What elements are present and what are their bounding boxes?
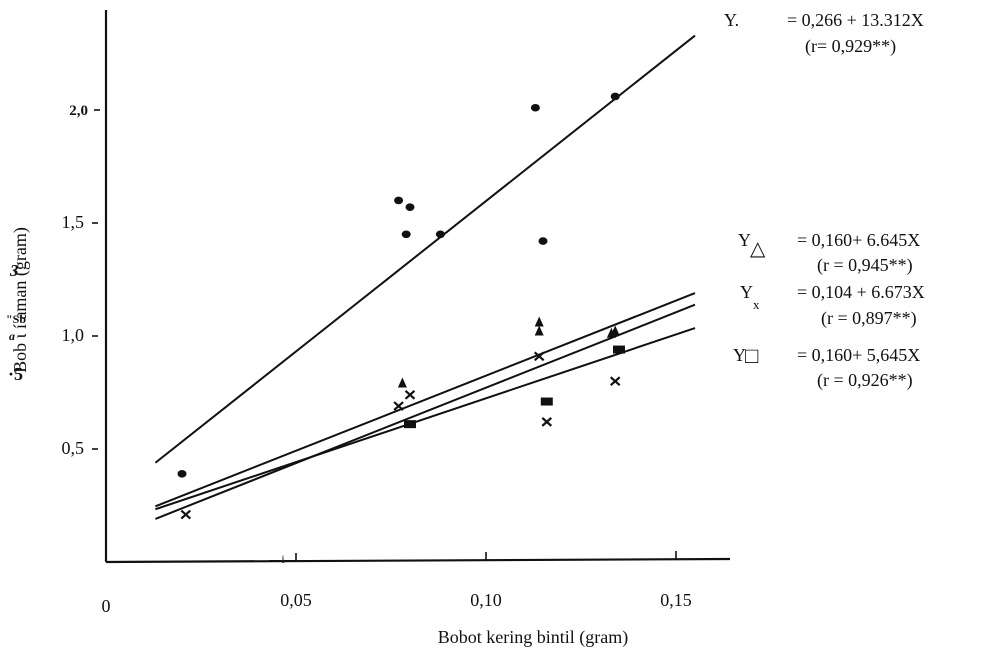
equation-1: Y. = 0,266 + 13.312X (r= 0,929**) [724,10,924,57]
y-axis-ticks [92,110,100,449]
data-point-square [404,420,416,428]
y-axis-title-fragment: 3 [9,261,19,280]
y-axis-title: Bob ι í aman (gram) [10,227,31,373]
data-point-dot [394,197,403,205]
y-tick-label: 2,0 [69,103,88,119]
equation-subscript-square: □ [745,343,758,368]
x-axis-title: Bobot kering bintil (gram) [438,627,628,648]
y-tick-label: 1,0 [62,325,85,345]
equation-formula: = 0,160+ 5,645X [797,345,920,365]
equation-3: Y x = 0,104 + 6.673X (r = 0,897**) [740,282,925,329]
data-point-dot [539,237,548,245]
data-point-x [611,377,620,385]
equation-subscript-x: x [753,297,760,312]
equation-symbol: Y [740,282,753,302]
equation-symbol: Y. [724,10,739,30]
data-point-triangle [535,325,544,335]
data-point-x [394,402,403,410]
x-tick-label: 0,10 [470,590,502,610]
y-axis-title-fragment: a [9,329,15,343]
x-axis-artifact: —i— [268,552,297,566]
equation-r-value: (r = 0,897**) [821,308,917,329]
y-tick-label: 1,5 [62,212,85,232]
equation-r-value: (r = 0,945**) [817,255,913,276]
x-tick-label: 0,15 [660,590,692,610]
plot-area [155,36,695,519]
data-point-x [181,511,190,519]
equation-formula: = 0,160+ 6.645X [797,230,920,250]
x-tick-label: 0,05 [280,590,312,610]
y-tick-label: 0,5 [62,438,85,458]
equation-formula: = 0,104 + 6.673X [797,282,925,302]
data-point-dot [178,470,187,478]
data-point-x [542,418,551,426]
data-point-dot [436,231,445,239]
equation-2: Y △ = 0,160+ 6.645X (r = 0,945**) [738,230,920,276]
y-axis-title-fragment: "Sb [6,312,26,326]
equation-formula: = 0,266 + 13.312X [787,10,924,30]
data-point-square [541,398,553,406]
equation-r-value: (r = 0,926**) [817,370,913,391]
data-point-triangle [535,316,544,326]
x-tick-label: 0 [102,596,111,616]
data-point-triangle [398,377,407,387]
equation-subscript-triangle: △ [750,238,766,260]
regression-line-square [155,328,695,509]
data-point-dot [531,104,540,112]
data-point-square [613,346,625,354]
data-point-dot [406,203,415,211]
data-point-x [406,391,415,399]
equation-r-value: (r= 0,929**) [805,36,896,57]
x-axis [106,559,730,562]
data-point-dot [611,93,620,101]
data-point-dot [402,231,411,239]
equation-4: Y □ = 0,160+ 5,645X (r = 0,926**) [733,343,920,391]
y-axis-title-fragment: ·5 [8,364,23,384]
